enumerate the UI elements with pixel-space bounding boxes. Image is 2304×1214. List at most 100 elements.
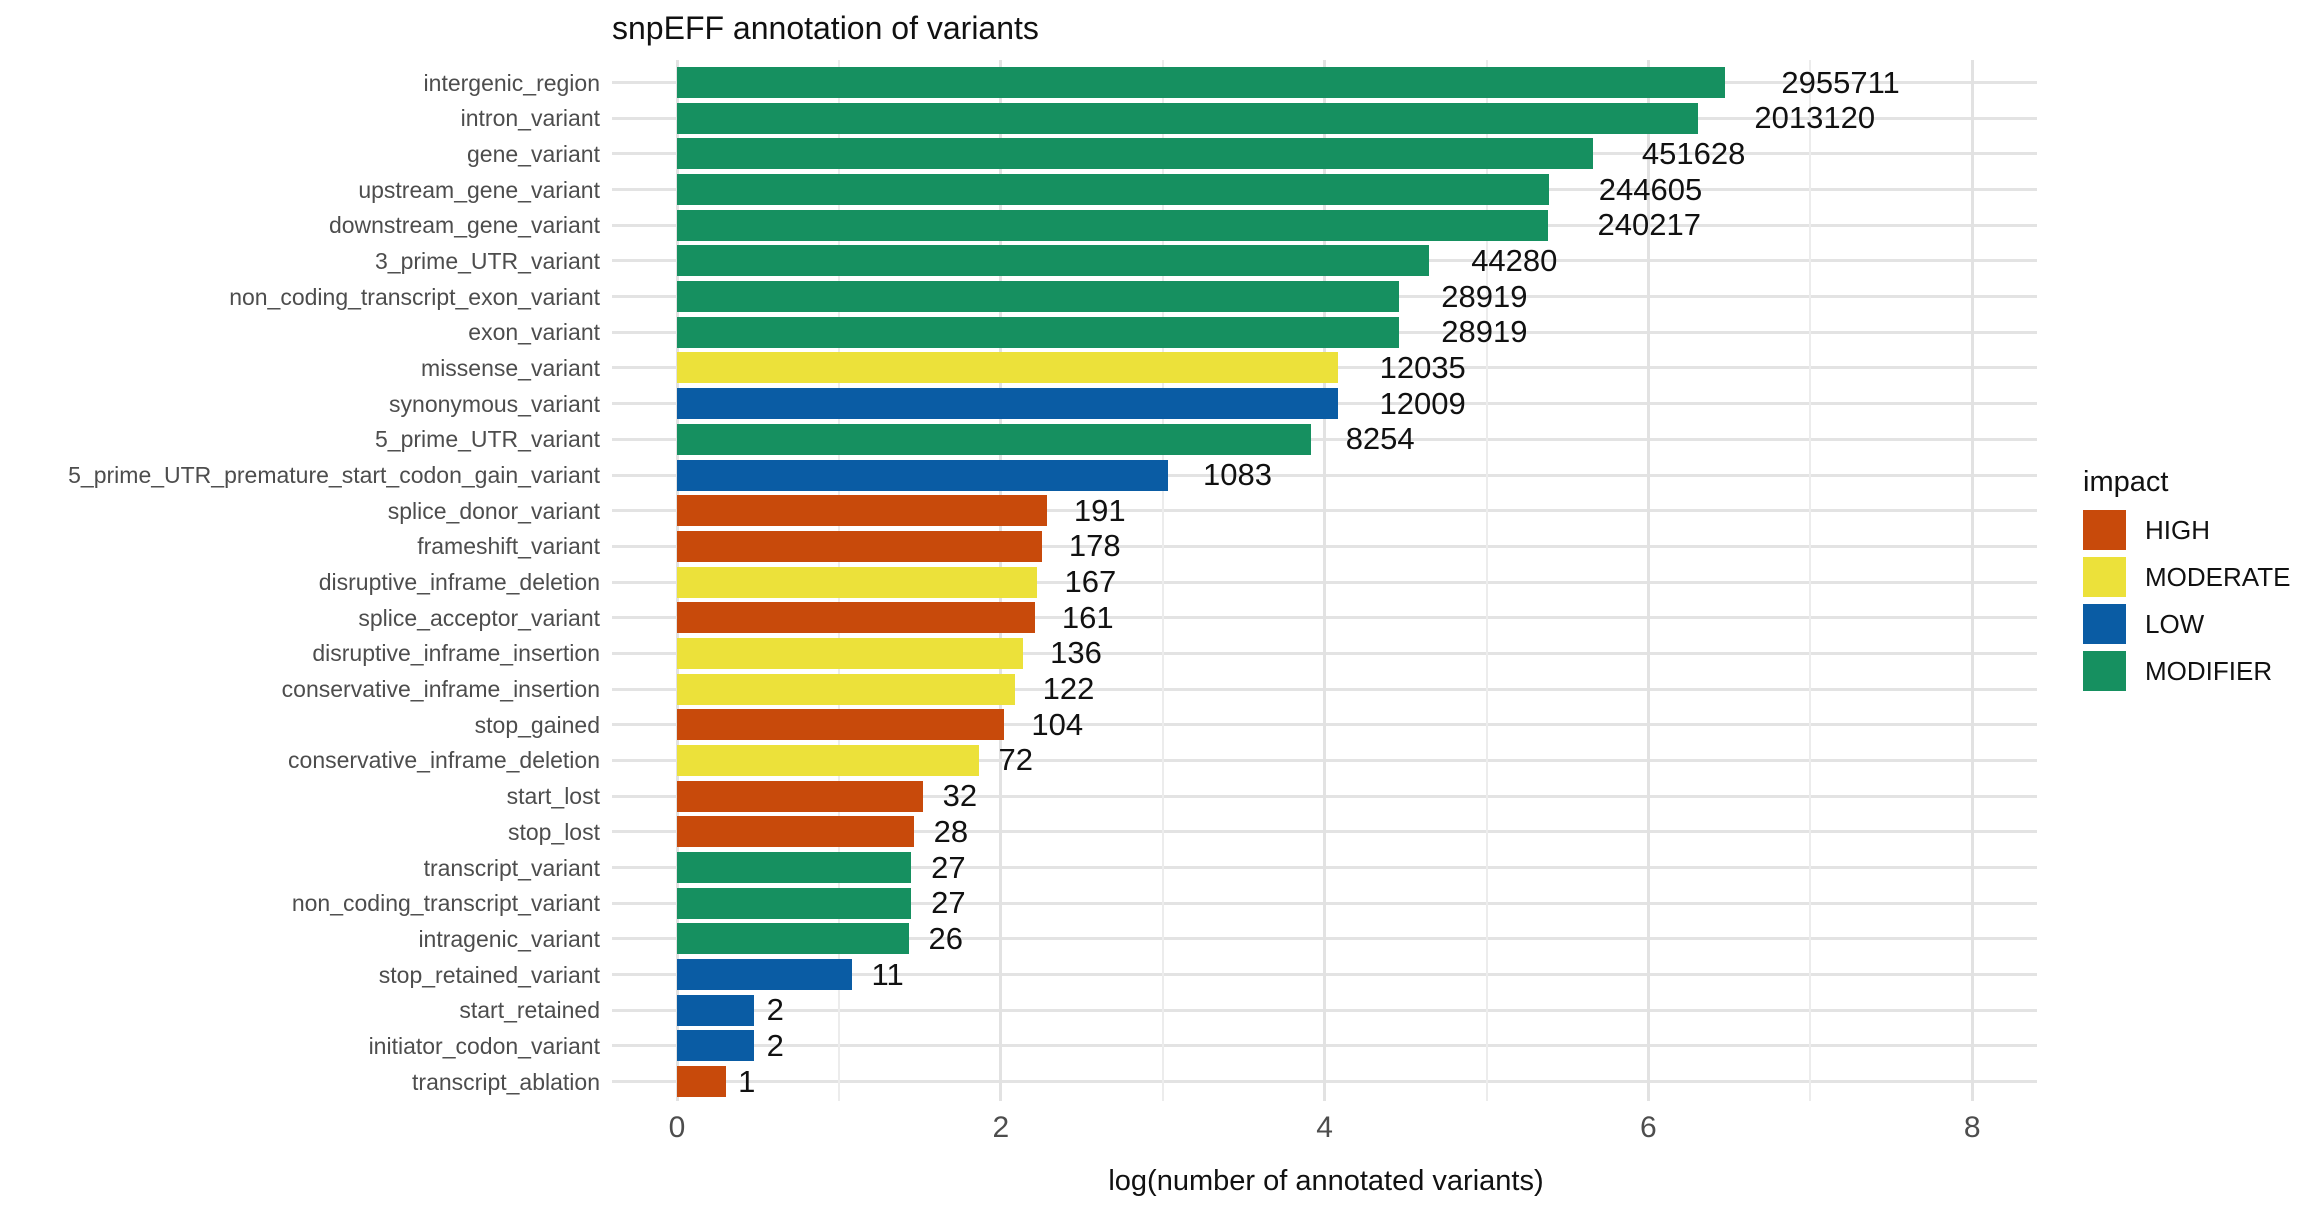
bar-synonymous_variant	[677, 388, 1338, 420]
value-label-non_coding_transcript_variant: 27	[931, 885, 966, 921]
value-label-conservative_inframe_insertion: 122	[1042, 671, 1095, 707]
value-label-non_coding_transcript_exon_variant: 28919	[1441, 278, 1528, 314]
gridline-minor-vertical	[1161, 60, 1164, 1101]
gridline-major-vertical	[1646, 60, 1650, 1101]
legend-swatch-modifier	[2083, 651, 2126, 691]
y-axis-label-non_coding_transcript_exon_variant: non_coding_transcript_exon_variant	[229, 283, 600, 310]
y-axis-label-transcript_variant: transcript_variant	[423, 854, 600, 881]
value-label-disruptive_inframe_insertion: 136	[1050, 635, 1102, 671]
y-axis-label-intergenic_region: intergenic_region	[423, 69, 600, 96]
bar-intragenic_variant	[677, 923, 909, 955]
legend-swatch-moderate	[2083, 557, 2126, 597]
bar-5_prime_UTR_premature_start_codon_gain_variant	[677, 459, 1169, 491]
y-axis-label-5_prime_UTR_variant: 5_prime_UTR_variant	[375, 426, 600, 453]
value-label-stop_lost: 28	[933, 813, 969, 849]
bar-initiator_codon_variant	[677, 1030, 755, 1062]
bar-gene_variant	[677, 138, 1593, 170]
legend-label-moderate: MODERATE	[2145, 562, 2291, 592]
x-tick-label-6: 6	[1640, 1111, 1657, 1144]
value-label-start_lost: 32	[942, 778, 978, 814]
legend-swatch-low	[2083, 604, 2126, 644]
y-axis-label-disruptive_inframe_deletion: disruptive_inframe_deletion	[318, 569, 600, 595]
y-axis-label-conservative_inframe_insertion: conservative_inframe_insertion	[281, 676, 600, 703]
value-label-missense_variant: 12035	[1379, 349, 1466, 385]
legend-label-modifier: MODIFIER	[2145, 656, 2273, 686]
x-tick-label-2: 2	[992, 1111, 1010, 1144]
y-axis-label-non_coding_transcript_variant: non_coding_transcript_variant	[291, 890, 600, 917]
legend-label-high: HIGH	[2145, 515, 2210, 545]
value-label-downstream_gene_variant: 240217	[1597, 207, 1701, 243]
bar-transcript_ablation	[677, 1066, 726, 1097]
gridline-minor-vertical	[1485, 60, 1488, 1101]
y-axis-label-start_retained: start_retained	[459, 997, 600, 1024]
y-axis-label-disruptive_inframe_insertion: disruptive_inframe_insertion	[312, 640, 600, 667]
bar-5_prime_UTR_variant	[677, 423, 1312, 455]
bar-conservative_inframe_insertion	[677, 673, 1016, 705]
bar-conservative_inframe_deletion	[677, 744, 979, 776]
y-axis-label-stop_retained_variant: stop_retained_variant	[378, 961, 600, 988]
value-label-splice_acceptor_variant: 161	[1061, 599, 1114, 635]
bar-stop_gained	[677, 709, 1005, 741]
y-axis-label-5_prime_UTR_premature_start_codon_gain_variant: 5_prime_UTR_premature_start_codon_gain_v…	[68, 462, 600, 488]
y-axis-label-gene_variant: gene_variant	[467, 140, 600, 167]
bar-non_coding_transcript_variant	[677, 887, 912, 919]
value-label-synonymous_variant: 12009	[1379, 385, 1466, 421]
bar-start_retained	[677, 994, 755, 1026]
x-tick-label-4: 4	[1316, 1111, 1333, 1144]
y-axis-label-initiator_codon_variant: initiator_codon_variant	[368, 1032, 600, 1059]
bar-intergenic_region	[677, 67, 1725, 98]
y-axis-label-synonymous_variant: synonymous_variant	[389, 390, 600, 417]
value-label-upstream_gene_variant: 244605	[1598, 171, 1703, 207]
bar-splice_donor_variant	[677, 495, 1047, 527]
value-label-transcript_ablation: 1	[738, 1063, 756, 1099]
bar-intron_variant	[677, 102, 1698, 134]
bar-transcript_variant	[677, 852, 912, 883]
y-axis-label-intron_variant: intron_variant	[460, 105, 600, 132]
bar-stop_retained_variant	[677, 959, 852, 990]
y-axis-label-stop_gained: stop_gained	[474, 711, 600, 738]
y-axis-label-frameshift_variant: frameshift_variant	[417, 533, 600, 560]
y-axis-label-splice_acceptor_variant: splice_acceptor_variant	[358, 604, 600, 631]
bar-downstream_gene_variant	[677, 209, 1549, 241]
y-axis-label-start_lost: start_lost	[506, 783, 600, 810]
x-tick-label-8: 8	[1963, 1111, 1981, 1144]
y-axis-label-upstream_gene_variant: upstream_gene_variant	[358, 176, 600, 203]
gridline-major-vertical	[1970, 60, 1974, 1101]
y-axis-label-conservative_inframe_deletion: conservative_inframe_deletion	[288, 747, 600, 774]
bar-non_coding_transcript_exon_variant	[677, 281, 1400, 313]
x-axis-title: log(number of annotated variants)	[1108, 1165, 1544, 1197]
value-label-3_prime_UTR_variant: 44280	[1471, 242, 1558, 278]
bar-frameshift_variant	[677, 530, 1042, 562]
y-axis-label-3_prime_UTR_variant: 3_prime_UTR_variant	[375, 247, 600, 274]
bar-splice_acceptor_variant	[677, 602, 1035, 634]
value-label-transcript_variant: 27	[931, 849, 966, 885]
y-axis-label-splice_donor_variant: splice_donor_variant	[387, 497, 600, 524]
value-label-initiator_codon_variant: 2	[766, 1027, 784, 1063]
bar-missense_variant	[677, 352, 1338, 384]
bar-start_lost	[677, 780, 923, 812]
bar-upstream_gene_variant	[677, 174, 1550, 205]
x-tick-label-0: 0	[668, 1111, 686, 1144]
chart-title: snpEFF annotation of variants	[612, 10, 1039, 46]
value-label-gene_variant: 451628	[1641, 135, 1746, 171]
value-label-frameshift_variant: 178	[1068, 528, 1121, 564]
value-label-stop_gained: 104	[1031, 706, 1084, 742]
gridline-minor-vertical	[1809, 60, 1812, 1101]
bar-disruptive_inframe_deletion	[677, 566, 1038, 598]
value-label-disruptive_inframe_deletion: 167	[1064, 564, 1117, 599]
y-axis-label-stop_lost: stop_lost	[507, 818, 600, 845]
y-axis-label-transcript_ablation: transcript_ablation	[412, 1068, 600, 1095]
value-label-5_prime_UTR_variant: 8254	[1345, 421, 1415, 457]
value-label-start_retained: 2	[766, 992, 784, 1028]
bar-stop_lost	[677, 816, 914, 848]
y-axis-label-missense_variant: missense_variant	[421, 354, 600, 381]
legend-swatch-high	[2083, 510, 2126, 550]
value-label-5_prime_UTR_premature_start_codon_gain_variant: 1083	[1203, 457, 1272, 492]
value-label-intron_variant: 2013120	[1754, 100, 1876, 136]
value-label-splice_donor_variant: 191	[1073, 492, 1126, 528]
bar-disruptive_inframe_insertion	[677, 637, 1023, 669]
y-axis-label-intragenic_variant: intragenic_variant	[418, 925, 600, 952]
legend: impact HIGH MODERATE LOW MODIFIER	[2080, 465, 2304, 765]
legend-title: impact	[2083, 466, 2169, 498]
